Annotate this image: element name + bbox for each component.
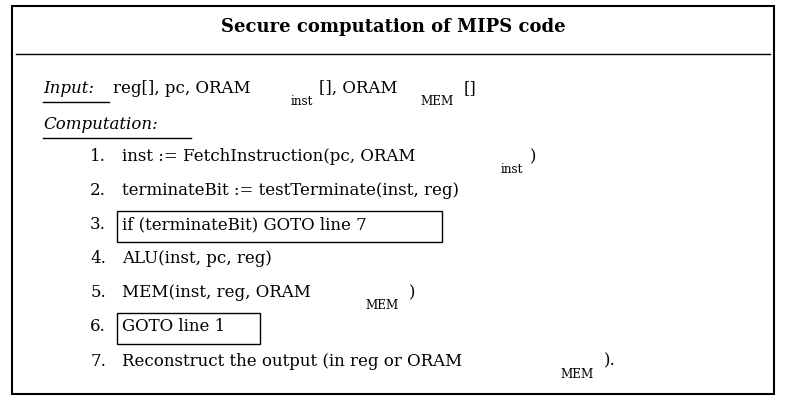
Text: ): ) bbox=[409, 284, 415, 301]
Text: ).: ). bbox=[604, 353, 615, 370]
Bar bbox=[117, 211, 443, 242]
Text: reg[], pc, ORAM: reg[], pc, ORAM bbox=[113, 80, 251, 97]
Text: GOTO line 1: GOTO line 1 bbox=[122, 318, 225, 335]
Text: []: [] bbox=[464, 80, 476, 97]
Text: MEM: MEM bbox=[561, 368, 594, 381]
Text: MEM: MEM bbox=[365, 299, 399, 312]
Text: 6.: 6. bbox=[90, 318, 106, 335]
Text: MEM: MEM bbox=[421, 95, 454, 108]
Text: 1.: 1. bbox=[90, 148, 106, 165]
Bar bbox=[117, 313, 259, 344]
Text: ): ) bbox=[530, 148, 536, 165]
Text: Input:: Input: bbox=[43, 80, 94, 97]
Text: 5.: 5. bbox=[90, 284, 106, 301]
Text: 4.: 4. bbox=[90, 250, 106, 267]
Text: inst := FetchInstruction(pc, ORAM: inst := FetchInstruction(pc, ORAM bbox=[122, 148, 415, 165]
Text: Reconstruct the output (in reg or ORAM: Reconstruct the output (in reg or ORAM bbox=[122, 353, 462, 370]
Text: Computation:: Computation: bbox=[43, 116, 158, 133]
Text: if (terminateBit) GOTO line 7: if (terminateBit) GOTO line 7 bbox=[122, 216, 366, 233]
Text: inst: inst bbox=[291, 95, 313, 108]
Text: 3.: 3. bbox=[90, 216, 106, 233]
Text: inst: inst bbox=[501, 163, 523, 176]
Text: [], ORAM: [], ORAM bbox=[319, 80, 398, 97]
Text: 7.: 7. bbox=[90, 353, 106, 370]
Text: ALU(inst, pc, reg): ALU(inst, pc, reg) bbox=[122, 250, 272, 267]
Text: terminateBit := testTerminate(inst, reg): terminateBit := testTerminate(inst, reg) bbox=[122, 182, 459, 199]
Text: Secure computation of MIPS code: Secure computation of MIPS code bbox=[221, 18, 565, 36]
Text: 2.: 2. bbox=[90, 182, 106, 199]
Text: MEM(inst, reg, ORAM: MEM(inst, reg, ORAM bbox=[122, 284, 310, 301]
